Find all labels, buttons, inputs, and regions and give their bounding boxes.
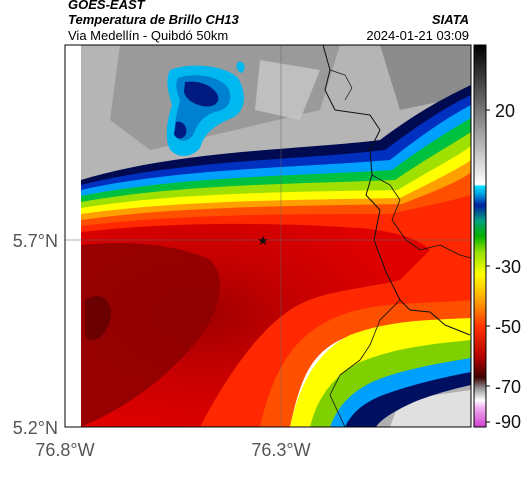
region-subtitle: Via Medellín - Quibdó 50km xyxy=(68,28,229,43)
star-marker: ★ xyxy=(257,234,269,249)
lon-label-76.8: 76.8°W xyxy=(35,440,94,460)
colorbar xyxy=(473,44,487,428)
colorbar-tick-neg30: -30 xyxy=(495,257,521,277)
lon-label-76.3: 76.3°W xyxy=(251,440,310,460)
brightness-temperature-field xyxy=(65,45,471,427)
colorbar-tick-neg70: -70 xyxy=(495,377,521,397)
timestamp-label: 2024-01-21 03:09 xyxy=(366,28,469,43)
lat-label-5.2: 5.2°N xyxy=(13,418,58,438)
colorbar-tick-neg50: -50 xyxy=(495,317,521,337)
product-title: Temperatura de Brillo CH13 xyxy=(68,12,239,27)
colorbar-tick-neg90: -90 xyxy=(495,412,521,432)
map-frame xyxy=(64,44,472,428)
colorbar-tick-20: 20 xyxy=(495,101,515,121)
lat-label-5.7: 5.7°N xyxy=(13,231,58,251)
source-label: SIATA xyxy=(431,12,469,27)
border-line xyxy=(322,45,471,336)
satellite-title: GOES-EAST xyxy=(68,0,145,12)
